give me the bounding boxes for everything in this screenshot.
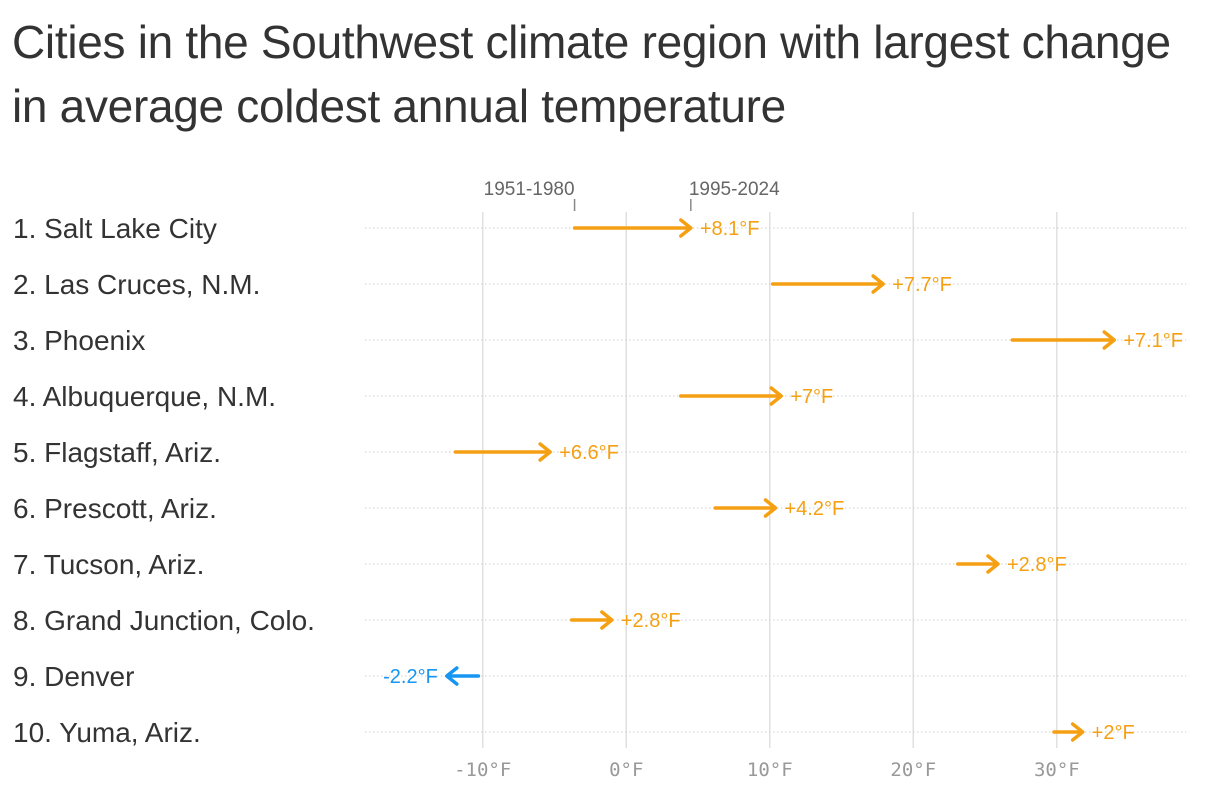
period-label-end: 1995-2024	[689, 179, 780, 200]
x-tick-label: 10°F	[747, 759, 793, 781]
x-axis-ticks: -10°F 0°F 10°F 20°F 30°F	[454, 759, 1080, 781]
arrow-head	[763, 498, 778, 518]
change-label: +6.6°F	[559, 442, 619, 464]
change-label: +4.2°F	[785, 498, 845, 520]
city-label: 4. Albuquerque, N.M.	[13, 381, 276, 412]
arrow-head	[679, 218, 693, 238]
city-label: 10. Yuma, Ariz.	[13, 717, 201, 748]
arrows	[445, 218, 1116, 742]
city-label: 2. Las Cruces, N.M.	[13, 269, 260, 300]
change-label: +7°F	[790, 386, 833, 408]
period-label-start: 1951-1980	[484, 179, 575, 200]
chart-title: Cities in the Southwest climate region w…	[12, 16, 1171, 132]
x-tick-label: 30°F	[1034, 759, 1080, 781]
city-label: 8. Grand Junction, Colo.	[13, 605, 315, 636]
x-tick-label: -10°F	[454, 759, 511, 781]
city-label: 9. Denver	[13, 661, 134, 692]
city-label: 5. Flagstaff, Ariz.	[13, 437, 221, 468]
arrow-head	[445, 666, 459, 686]
change-label: +8.1°F	[700, 218, 760, 240]
period-labels: 1951-1980 1995-2024	[484, 179, 780, 211]
arrow-head	[769, 386, 783, 406]
gridlines	[481, 212, 1058, 748]
x-tick-label: 20°F	[890, 759, 936, 781]
change-label: +7.1°F	[1123, 330, 1183, 352]
change-label: +7.7°F	[892, 274, 952, 296]
arrow-head	[871, 274, 885, 294]
city-label: 3. Phoenix	[13, 325, 145, 356]
city-labels: 1. Salt Lake City 2. Las Cruces, N.M. 3. P…	[13, 213, 315, 748]
city-label: 6. Prescott, Ariz.	[13, 493, 217, 524]
change-label: +2.8°F	[621, 610, 681, 632]
arrow-head	[600, 610, 614, 630]
arrow-head	[538, 442, 552, 462]
city-label: 7. Tucson, Ariz.	[13, 549, 204, 580]
arrow-head	[986, 554, 1000, 574]
row-guides	[365, 227, 1186, 733]
x-tick-label: 0°F	[609, 759, 643, 781]
arrow-head	[1070, 722, 1085, 742]
change-label: +2°F	[1092, 722, 1135, 744]
arrow-head	[1102, 330, 1116, 350]
city-label: 1. Salt Lake City	[13, 213, 217, 244]
change-labels: +8.1°F +7.7°F +7.1°F +7°F +6.6°F +4.2°F +2.8°F…	[383, 218, 1183, 744]
change-label: +2.8°F	[1007, 554, 1067, 576]
change-label: -2.2°F	[383, 666, 438, 688]
